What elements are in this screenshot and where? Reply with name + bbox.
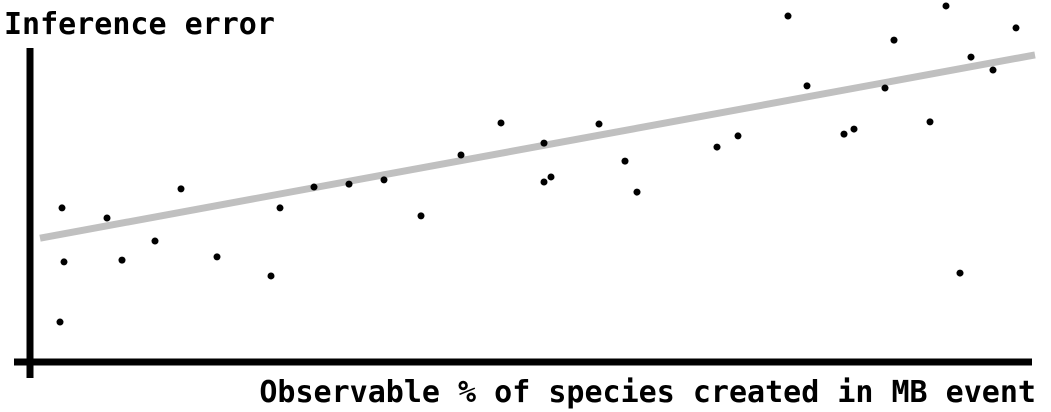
point: [803, 82, 811, 90]
point: [621, 157, 629, 165]
point: [103, 214, 111, 222]
point: [633, 188, 641, 196]
point: [942, 2, 950, 10]
x-axis-label: Observable % of species created in MB ev…: [259, 375, 1036, 410]
point: [956, 269, 964, 277]
point: [540, 139, 548, 147]
point: [734, 132, 742, 140]
point: [784, 12, 792, 20]
point: [840, 130, 848, 138]
trend-line: [39, 51, 1036, 242]
point: [457, 151, 465, 159]
point: [890, 36, 898, 44]
point: [56, 318, 64, 326]
point: [267, 272, 275, 280]
point: [967, 53, 975, 61]
y-axis-label: Inference error: [4, 7, 275, 42]
point: [881, 84, 889, 92]
point: [540, 178, 548, 186]
point: [58, 204, 66, 212]
point: [497, 119, 505, 127]
point: [276, 204, 284, 212]
point: [60, 258, 68, 266]
point: [850, 125, 858, 133]
point: [118, 256, 126, 264]
point: [151, 237, 159, 245]
point: [926, 118, 934, 126]
point: [713, 143, 721, 151]
point: [417, 212, 425, 220]
point: [177, 185, 185, 193]
point: [989, 66, 997, 74]
point: [310, 183, 318, 191]
point: [213, 253, 221, 261]
point: [547, 173, 555, 181]
point: [1012, 24, 1020, 32]
point: [345, 180, 353, 188]
point: [595, 120, 603, 128]
point: [380, 176, 388, 184]
